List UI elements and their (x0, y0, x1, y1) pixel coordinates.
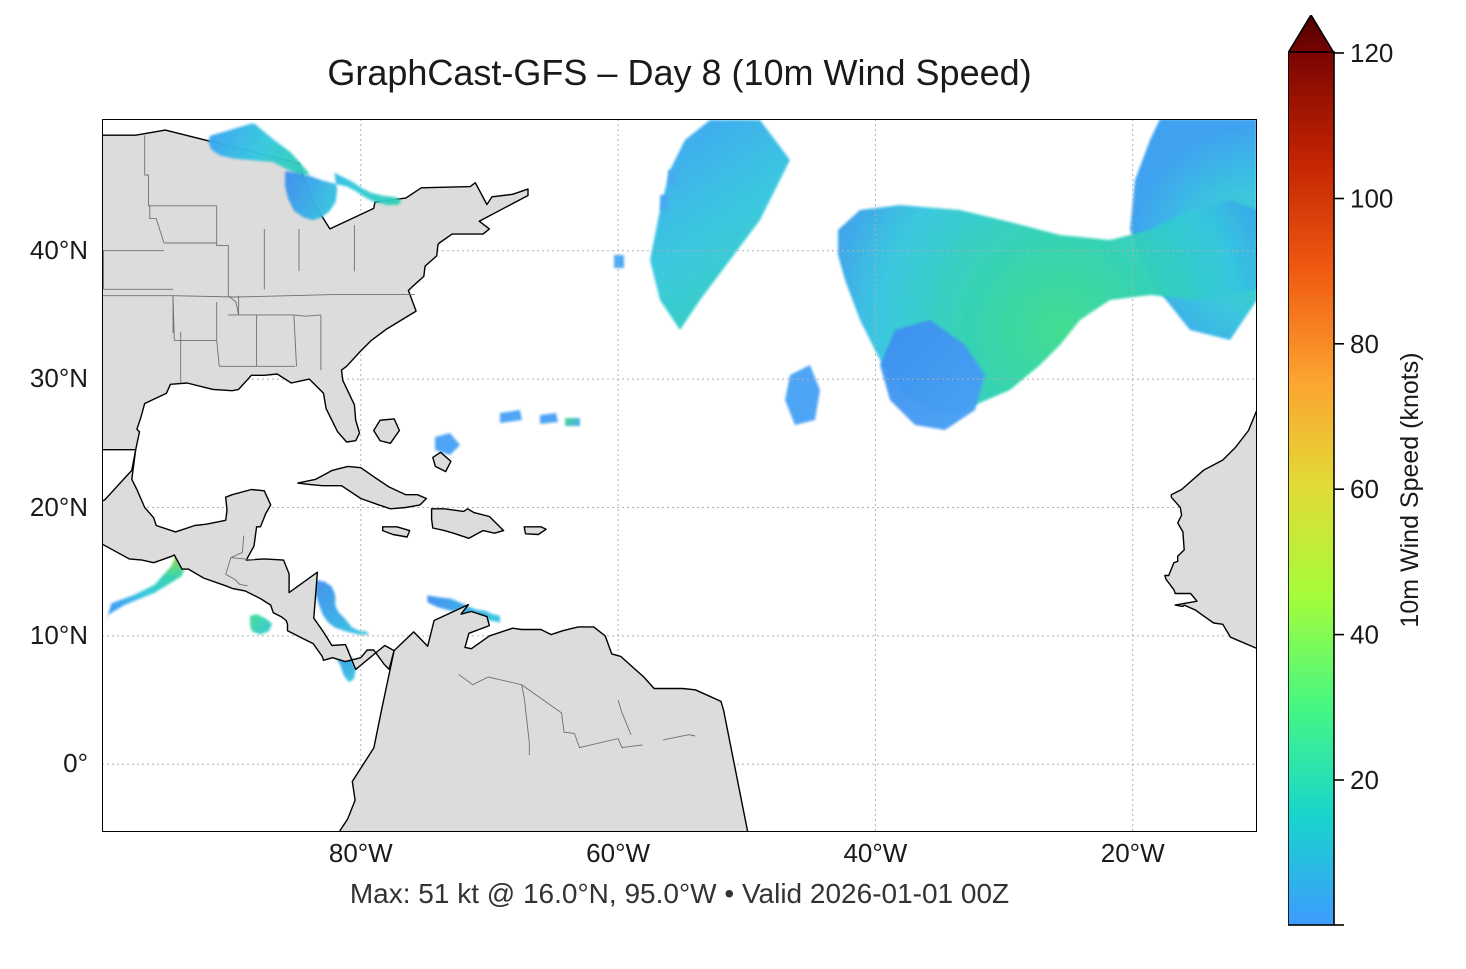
svg-text:20: 20 (1350, 765, 1379, 795)
svg-text:100: 100 (1350, 184, 1393, 214)
svg-text:120: 120 (1350, 38, 1393, 68)
svg-text:60: 60 (1350, 474, 1379, 504)
svg-text:10m Wind Speed (knots): 10m Wind Speed (knots) (1396, 352, 1424, 627)
svg-text:40: 40 (1350, 620, 1379, 650)
svg-text:80: 80 (1350, 329, 1379, 359)
